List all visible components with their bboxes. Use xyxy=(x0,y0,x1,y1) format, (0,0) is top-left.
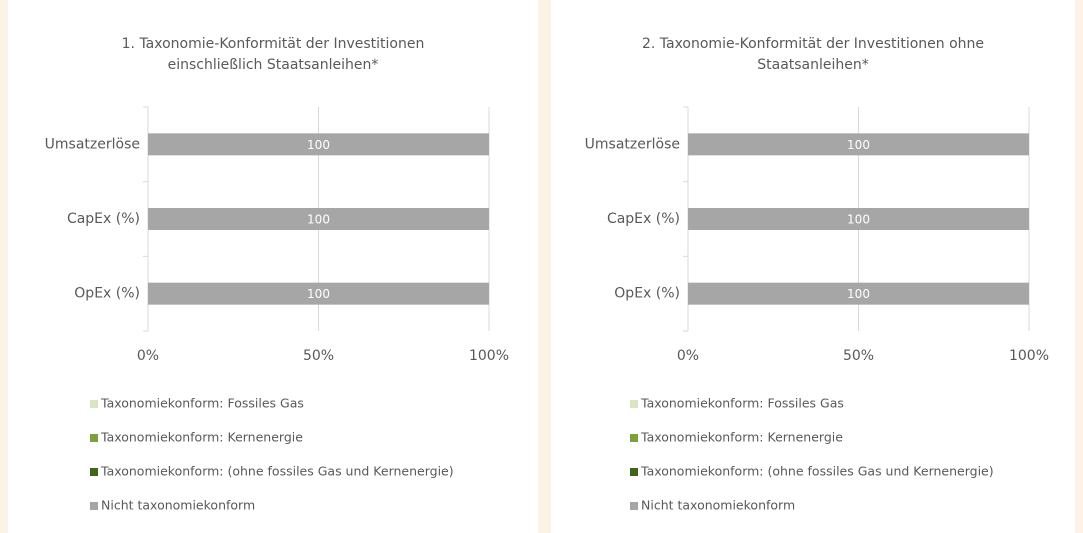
x-tick-label: 50% xyxy=(303,348,334,364)
legend-swatch xyxy=(630,434,638,442)
legend-swatch xyxy=(630,502,638,510)
y-tick-label: CapEx (%) xyxy=(67,211,140,227)
legend-label: Taxonomiekonform: Fossiles Gas xyxy=(100,396,304,411)
data-label: 100 xyxy=(847,213,870,227)
chart-title: Staatsanleihen* xyxy=(757,57,869,73)
data-label: 100 xyxy=(307,213,330,227)
data-label: 100 xyxy=(847,287,870,301)
x-tick-label: 0% xyxy=(677,348,699,364)
legend-swatch xyxy=(630,400,638,408)
legend-swatch xyxy=(90,400,98,408)
legend-label: Taxonomiekonform: Kernenergie xyxy=(100,430,303,445)
panel xyxy=(8,0,538,533)
legend-label: Nicht taxonomiekonform xyxy=(641,498,795,513)
data-label: 100 xyxy=(307,287,330,301)
x-tick-label: 50% xyxy=(843,348,874,364)
y-tick-label: OpEx (%) xyxy=(614,286,680,302)
y-tick-label: CapEx (%) xyxy=(607,211,680,227)
bar-segment xyxy=(688,133,1029,156)
legend-swatch xyxy=(90,468,98,476)
legend-swatch xyxy=(630,468,638,476)
bar-segment xyxy=(148,282,489,305)
y-tick-label: OpEx (%) xyxy=(74,286,140,302)
legend-label: Taxonomiekonform: (ohne fossiles Gas und… xyxy=(100,464,454,479)
panel xyxy=(551,0,1075,533)
bar-segment xyxy=(148,133,489,156)
y-tick-label: Umsatzerlöse xyxy=(45,136,140,152)
legend-swatch xyxy=(90,502,98,510)
legend-label: Taxonomiekonform: Kernenergie xyxy=(640,430,843,445)
legend-label: Nicht taxonomiekonform xyxy=(101,498,255,513)
legend-label: Taxonomiekonform: Fossiles Gas xyxy=(640,396,844,411)
chart-title: einschließlich Staatsanleihen* xyxy=(168,57,379,73)
legend-swatch xyxy=(90,434,98,442)
chart-title: 2. Taxonomie-Konformität der Investition… xyxy=(642,36,984,52)
x-tick-label: 100% xyxy=(469,348,509,364)
legend-label: Taxonomiekonform: (ohne fossiles Gas und… xyxy=(640,464,994,479)
chart-title: 1. Taxonomie-Konformität der Investition… xyxy=(122,36,425,52)
data-label: 100 xyxy=(847,138,870,152)
bar-segment xyxy=(148,208,489,230)
y-tick-label: Umsatzerlöse xyxy=(585,136,680,152)
x-tick-label: 100% xyxy=(1009,348,1049,364)
bar-segment xyxy=(688,282,1029,305)
x-tick-label: 0% xyxy=(137,348,159,364)
data-label: 100 xyxy=(307,138,330,152)
bar-segment xyxy=(688,208,1029,230)
